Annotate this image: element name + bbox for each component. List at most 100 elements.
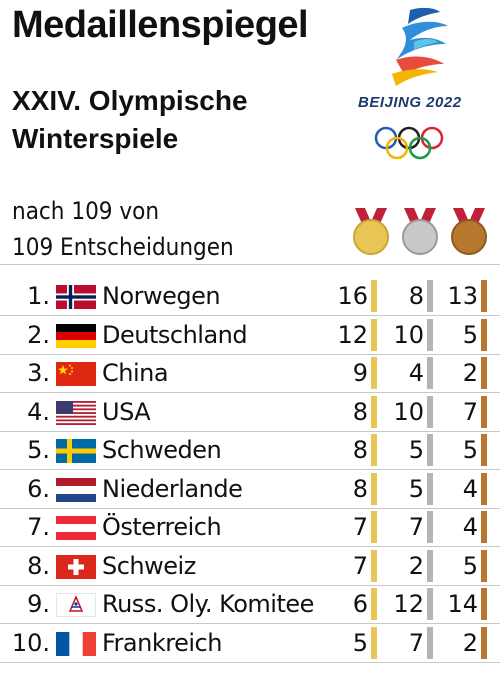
bronze-bar <box>481 549 487 582</box>
country-name: Norwegen <box>102 282 221 310</box>
silver-bar <box>427 357 433 389</box>
rank: 8. <box>27 551 50 580</box>
table-row: 8. Schweiz 7 2 5 <box>0 547 500 586</box>
table-row: 3. China 9 4 2 <box>0 354 500 393</box>
silver-count: 10 <box>393 397 424 426</box>
table-row: 10. Frankreich 5 7 2 <box>0 624 500 663</box>
beijing-2022-wordmark: BEIJING 2022 <box>358 94 462 111</box>
silver-bar <box>427 511 433 543</box>
bronze-count: 14 <box>447 590 478 618</box>
bronze-count: 5 <box>462 320 478 349</box>
silver-count: 5 <box>408 436 424 464</box>
silver-count: 7 <box>408 513 424 541</box>
gold-bar <box>371 588 377 620</box>
country-name: Deutschland <box>102 320 248 349</box>
rank: 6. <box>27 474 50 503</box>
status-line-2: 109 Entscheidungen <box>12 233 234 261</box>
gold-count: 9 <box>352 359 368 387</box>
bronze-bar <box>481 357 487 389</box>
rank: 1. <box>27 282 50 310</box>
germany-flag-icon <box>56 323 96 348</box>
table-row: 7. Österreich 7 7 4 <box>0 508 500 547</box>
rank: 9. <box>27 590 50 618</box>
bronze-count: 4 <box>462 474 478 503</box>
gold-count: 8 <box>352 474 368 503</box>
rank: 5. <box>27 436 50 464</box>
bronze-bar <box>481 588 487 620</box>
table-row: 9. Russ. Oly. Komitee 6 12 14 <box>0 585 500 624</box>
subtitle-line-1: XXIV. Olympische <box>12 85 248 116</box>
header-separator <box>0 264 500 265</box>
roc-flag-icon <box>56 593 96 617</box>
silver-bar <box>427 626 433 659</box>
silver-count: 2 <box>408 551 424 580</box>
gold-count: 5 <box>352 628 368 657</box>
country-name: Frankreich <box>102 628 222 657</box>
silver-medal-icon <box>402 208 438 255</box>
gold-bar <box>371 549 377 582</box>
gold-count: 7 <box>352 513 368 541</box>
gold-medal-icon <box>353 208 389 255</box>
bronze-medal-icon <box>451 208 487 255</box>
gold-count: 16 <box>337 282 368 310</box>
gold-count: 8 <box>352 397 368 426</box>
austria-flag-icon <box>56 516 96 540</box>
silver-count: 5 <box>408 474 424 503</box>
rank: 2. <box>27 320 50 349</box>
gold-bar <box>371 395 377 428</box>
country-name: China <box>102 359 169 387</box>
beijing-2022-logo <box>374 7 448 160</box>
silver-bar <box>427 588 433 620</box>
netherlands-flag-icon <box>56 477 96 502</box>
gold-bar <box>371 357 377 389</box>
gold-bar <box>371 626 377 659</box>
china-flag-icon <box>56 362 96 386</box>
silver-bar <box>427 472 433 505</box>
gold-bar <box>371 511 377 543</box>
subtitle-line-2: Winterspiele <box>12 123 179 154</box>
bronze-bar <box>481 626 487 659</box>
table-row: 5. Schweden 8 5 5 <box>0 431 500 470</box>
silver-bar <box>427 318 433 351</box>
gold-count: 6 <box>352 590 368 618</box>
status-line-1: nach 109 von <box>12 197 160 225</box>
gold-bar <box>371 472 377 505</box>
decisions-status: nach 109 von 109 Entscheidungen <box>12 193 234 265</box>
table-row: 2. Deutschland 12 10 5 <box>0 316 500 355</box>
bronze-count: 4 <box>462 513 478 541</box>
bronze-count: 7 <box>462 397 478 426</box>
rank: 4. <box>27 397 50 426</box>
country-name: USA <box>102 397 151 426</box>
table-row: 1. Norwegen 16 8 13 <box>0 277 500 316</box>
gold-bar <box>371 280 377 312</box>
bronze-bar <box>481 395 487 428</box>
norway-flag-icon <box>56 285 96 309</box>
bronze-count: 5 <box>462 551 478 580</box>
bronze-bar <box>481 280 487 312</box>
gold-count: 8 <box>352 436 368 464</box>
event-subtitle: XXIV. Olympische Winterspiele <box>12 82 342 158</box>
silver-count: 10 <box>393 320 424 349</box>
silver-bar <box>427 434 433 466</box>
rank: 10. <box>11 628 50 657</box>
bronze-count: 2 <box>462 628 478 657</box>
page-title: Medaillenspiegel <box>12 4 309 46</box>
sweden-flag-icon <box>56 439 96 463</box>
rank: 3. <box>27 359 50 387</box>
table-row: 4. USA 8 10 7 <box>0 393 500 432</box>
rank: 7. <box>27 513 50 541</box>
bronze-count: 5 <box>462 436 478 464</box>
bronze-bar <box>481 511 487 543</box>
country-name: Schweden <box>102 436 222 464</box>
gold-bar <box>371 434 377 466</box>
silver-count: 8 <box>408 282 424 310</box>
bronze-bar <box>481 318 487 351</box>
silver-bar <box>427 549 433 582</box>
country-name: Österreich <box>102 513 222 541</box>
bronze-count: 13 <box>447 282 478 310</box>
bronze-count: 2 <box>462 359 478 387</box>
gold-count: 12 <box>337 320 368 349</box>
silver-count: 12 <box>393 590 424 618</box>
country-name: Niederlande <box>102 474 243 503</box>
switzerland-flag-icon <box>56 554 96 579</box>
